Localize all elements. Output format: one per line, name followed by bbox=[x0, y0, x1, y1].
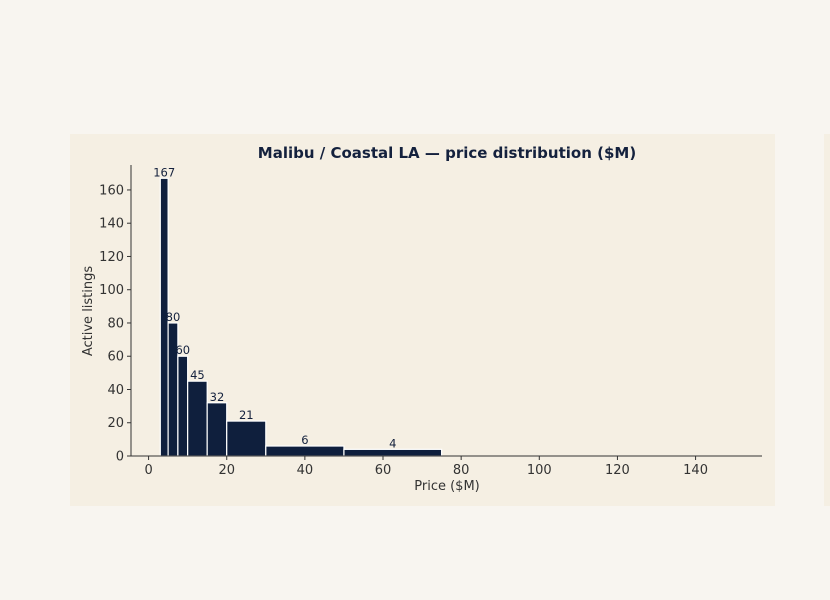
y-tick-label: 120 bbox=[99, 250, 124, 265]
adjacent-panel-edge bbox=[824, 134, 830, 506]
bar-value-label: 32 bbox=[210, 390, 225, 404]
x-tick-label: 20 bbox=[218, 463, 235, 478]
x-tick-label: 140 bbox=[683, 463, 708, 478]
x-axis-title: Price ($M) bbox=[414, 479, 479, 494]
histogram-bar bbox=[206, 402, 228, 457]
y-tick-label: 100 bbox=[99, 283, 124, 298]
axes-group: 0 20 40 60 80 100 120 140 160 0 20 40 60 80 100 120 140 bbox=[99, 165, 762, 478]
bar-value-label: 60 bbox=[175, 343, 190, 357]
x-tick-label: 40 bbox=[297, 463, 314, 478]
y-tick-label: 20 bbox=[107, 416, 124, 431]
y-tick-label: 140 bbox=[99, 217, 124, 232]
y-tick-label: 160 bbox=[99, 183, 124, 198]
bars-group bbox=[159, 177, 443, 457]
bar-value-label: 45 bbox=[190, 368, 205, 382]
y-tick-label: 80 bbox=[107, 316, 124, 331]
chart-title: Malibu / Coastal LA — price distribution… bbox=[258, 144, 636, 162]
histogram-bar bbox=[177, 355, 189, 457]
y-tick-label: 60 bbox=[107, 350, 124, 365]
bar-value-label: 6 bbox=[301, 433, 308, 447]
histogram-bar bbox=[265, 445, 345, 457]
histogram-bar bbox=[187, 380, 208, 457]
histogram-bar bbox=[226, 420, 267, 457]
bar-value-label: 4 bbox=[389, 436, 396, 450]
y-axis-title: Active listings bbox=[81, 266, 96, 357]
y-tick-label: 40 bbox=[107, 383, 124, 398]
bar-value-label: 80 bbox=[166, 310, 181, 324]
x-tick-label: 120 bbox=[605, 463, 630, 478]
bar-value-label: 21 bbox=[239, 408, 254, 422]
x-tick-label: 100 bbox=[527, 463, 552, 478]
bar-value-label: 167 bbox=[153, 165, 175, 179]
x-tick-label: 60 bbox=[375, 463, 392, 478]
x-tick-label: 80 bbox=[453, 463, 470, 478]
x-tick-label: 0 bbox=[144, 463, 152, 478]
y-tick-label: 0 bbox=[116, 450, 124, 465]
